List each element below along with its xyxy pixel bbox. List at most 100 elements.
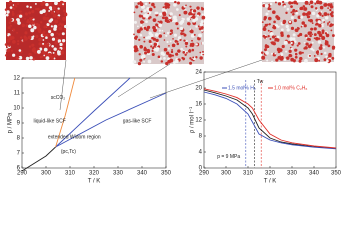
molecule (61, 38, 66, 43)
molecule (38, 42, 42, 46)
molecule (290, 26, 295, 30)
y-tick-label: 12 (195, 118, 202, 124)
molecule (158, 29, 161, 32)
molecule (63, 28, 67, 31)
molecule (4, 54, 8, 57)
series-line (203, 88, 337, 149)
molecule (9, 18, 13, 22)
x-tick-label: 350 (331, 171, 342, 177)
molecule (182, 51, 186, 54)
molecule (16, 14, 20, 18)
molecule (137, 62, 142, 66)
molecule (263, 48, 267, 52)
molecule (56, 9, 60, 14)
molecule (189, 30, 192, 33)
molecule (309, 31, 313, 34)
molecule (163, 57, 166, 60)
molecule (189, 28, 192, 30)
molecule (166, 40, 169, 44)
molecule (307, 11, 312, 16)
molecule (150, 45, 153, 48)
series-line (55, 92, 167, 148)
molecule (50, 25, 53, 28)
molecule (31, 10, 35, 14)
molecule (301, 51, 304, 54)
molecule (174, 39, 178, 43)
molecule (159, 35, 162, 38)
molecule (62, 3, 65, 6)
molecule (154, 32, 159, 37)
molecule (28, 24, 32, 28)
molecule (43, 25, 47, 29)
molecule (293, 40, 297, 43)
molecule (8, 44, 11, 47)
molecule (18, 55, 23, 60)
molecule (192, 9, 197, 13)
molecule (143, 40, 146, 43)
molecule (145, 20, 148, 24)
molecule (155, 23, 159, 27)
molecule (62, 5, 65, 8)
molecule (28, 20, 31, 24)
molecule (36, 7, 40, 11)
molecule (311, 33, 313, 36)
molecule (30, 19, 32, 22)
molecule (54, 19, 59, 24)
molecule (12, 28, 16, 32)
molecule (287, 40, 291, 44)
molecule (144, 51, 148, 55)
molecule (48, 19, 52, 23)
molecule (271, 60, 274, 63)
molecule (331, 34, 335, 37)
molecule (12, 4, 15, 6)
molecule (317, 32, 320, 35)
molecule (175, 52, 179, 56)
molecule (17, 56, 20, 59)
molecule (190, 33, 195, 38)
molecule (150, 33, 154, 38)
molecule (36, 50, 41, 54)
molecule (151, 49, 154, 52)
molecule (297, 26, 299, 29)
molecule (53, 53, 58, 57)
molecule (24, 12, 29, 16)
molecule (158, 32, 161, 35)
molecule (286, 28, 290, 32)
molecule (42, 33, 46, 37)
molecule (285, 11, 288, 15)
molecule (307, 44, 312, 49)
molecule (140, 24, 143, 27)
molecule (29, 17, 32, 20)
y-tick-label: 20 (195, 86, 202, 92)
molecule (4, 8, 8, 11)
molecule (310, 27, 314, 31)
molecule (262, 34, 266, 38)
molecule (300, 25, 303, 28)
molecule (304, 58, 308, 63)
molecule (282, 19, 287, 24)
molecule (29, 56, 33, 60)
molecule (59, 42, 63, 47)
molecule (34, 8, 37, 10)
molecule (308, 54, 311, 57)
molecule (45, 51, 48, 54)
molecule (143, 60, 145, 63)
molecule (298, 59, 302, 63)
molecule (29, 6, 32, 9)
molecule (138, 53, 141, 56)
molecule (26, 5, 29, 8)
molecule (273, 20, 276, 24)
molecule (318, 59, 321, 62)
x-tick-label: 310 (243, 171, 254, 177)
molecule (64, 24, 68, 29)
y-tick-label: 10 (13, 106, 20, 112)
molecule (175, 22, 179, 26)
molecule (167, 47, 170, 50)
molecule (4, 43, 8, 46)
molecule (331, 45, 336, 50)
molecule (44, 43, 48, 47)
molecule (323, 3, 328, 7)
molecule (185, 4, 187, 7)
molecule (272, 26, 274, 29)
series-line (55, 77, 76, 148)
